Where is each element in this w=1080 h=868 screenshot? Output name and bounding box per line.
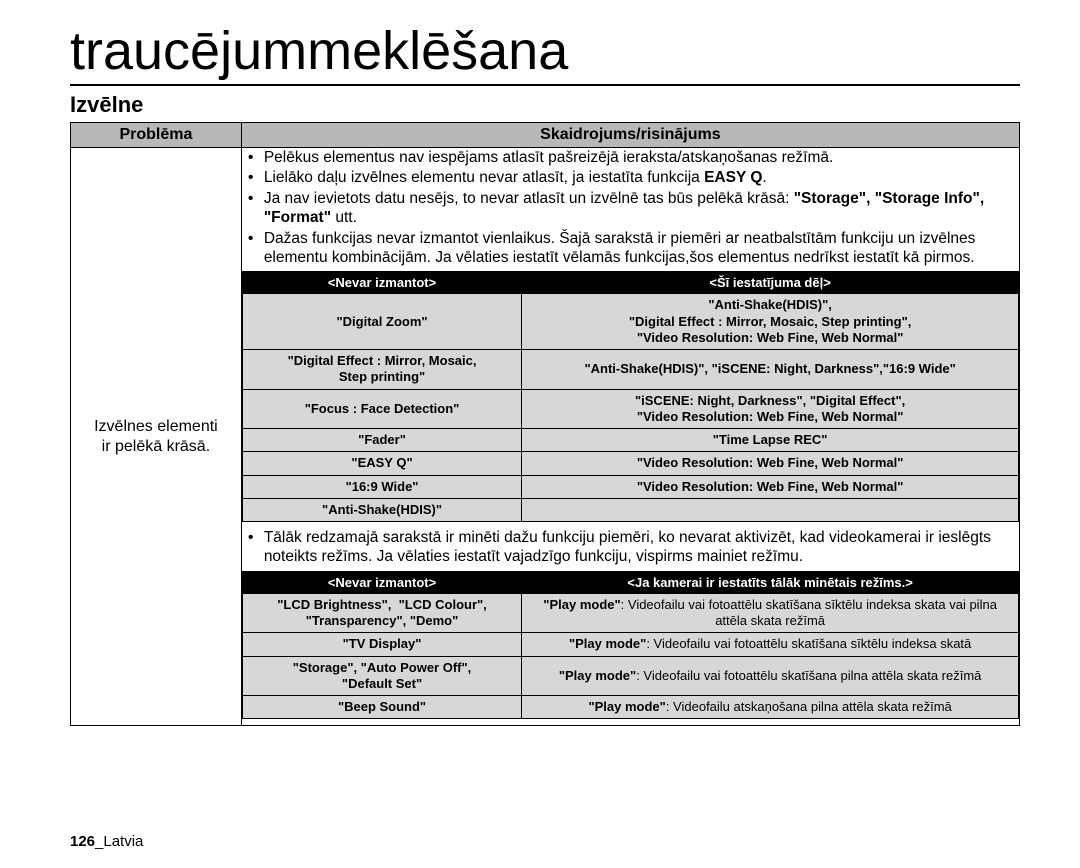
bullet-text: Pelēkus elementus nav iespējams atlasīt … — [264, 149, 833, 166]
cell-left: "16:9 Wide" — [242, 475, 521, 498]
mode-desc: : Videofailu vai fotoattēlu skatīšana sī… — [621, 597, 997, 628]
inner2-h2: <Ja kamerai ir iestatīts tālāk minētais … — [522, 571, 1019, 593]
table-row: "TV Display" "Play mode": Videofailu vai… — [242, 633, 1018, 656]
inner-table-1: <Nevar izmantot> <Šī iestatījuma dēļ> "D… — [242, 271, 1019, 522]
bullet-text: Tālāk redzamajā sarakstā ir minēti dažu … — [264, 529, 991, 565]
problem-cell: Izvēlnes elementi ir pelēkā krāsā. — [71, 148, 242, 726]
inner-header-row: <Nevar izmantot> <Ja kamerai ir iestatīt… — [242, 571, 1018, 593]
mode-desc: : Videofailu vai fotoattēlu skatīšana pi… — [636, 668, 981, 683]
page-footer: 126_Latvia — [70, 833, 143, 850]
mode-desc: : Videofailu atskaņošana pilna attēla sk… — [666, 699, 952, 714]
table-row: "16:9 Wide" "Video Resolution: Web Fine,… — [242, 475, 1018, 498]
table-row: Izvēlnes elementi ir pelēkā krāsā. Pelēk… — [71, 148, 1020, 726]
bullet-text: Dažas funkcijas nevar izmantot vienlaiku… — [264, 230, 976, 266]
cell-right — [522, 498, 1019, 521]
cell-right: "Video Resolution: Web Fine, Web Normal" — [522, 475, 1019, 498]
cell-right: "Play mode": Videofailu vai fotoattēlu s… — [522, 593, 1019, 633]
inner2-h1: <Nevar izmantot> — [242, 571, 521, 593]
bullet-item: Ja nav ievietots datu nesējs, to nevar a… — [242, 189, 1019, 228]
mode-label: "Play mode" — [569, 636, 646, 651]
cell-left: "Digital Effect : Mirror, Mosaic,Step pr… — [242, 350, 521, 390]
table-row: "Digital Zoom" "Anti-Shake(HDIS)","Digit… — [242, 294, 1018, 350]
cell-right: "Play mode": Videofailu vai fotoattēlu s… — [522, 633, 1019, 656]
table-row: "Digital Effect : Mirror, Mosaic,Step pr… — [242, 350, 1018, 390]
bullet-list-mid: Tālāk redzamajā sarakstā ir minēti dažu … — [242, 528, 1019, 567]
explanation-cell: Pelēkus elementus nav iespējams atlasīt … — [241, 148, 1019, 726]
cell-right: "Anti-Shake(HDIS)", "iSCENE: Night, Dark… — [522, 350, 1019, 390]
cell-left: "Digital Zoom" — [242, 294, 521, 350]
cell-left: "Focus : Face Detection" — [242, 389, 521, 429]
table-row: "EASY Q" "Video Resolution: Web Fine, We… — [242, 452, 1018, 475]
bullet-list-top: Pelēkus elementus nav iespējams atlasīt … — [242, 148, 1019, 267]
cell-right: "iSCENE: Night, Darkness", "Digital Effe… — [522, 389, 1019, 429]
section-subtitle: Izvēlne — [70, 92, 1020, 118]
table-header-row: Problēma Skaidrojums/risinājums — [71, 123, 1020, 148]
table-row: "Beep Sound" "Play mode": Videofailu ats… — [242, 696, 1018, 719]
troubleshooting-table: Problēma Skaidrojums/risinājums Izvēlnes… — [70, 122, 1020, 726]
cell-right: "Play mode": Videofailu atskaņošana piln… — [522, 696, 1019, 719]
cell-left: "Beep Sound" — [242, 696, 521, 719]
page-number: 126 — [70, 833, 95, 850]
inner-table-2: <Nevar izmantot> <Ja kamerai ir iestatīt… — [242, 571, 1019, 720]
cell-left: "Storage", "Auto Power Off","Default Set… — [242, 656, 521, 696]
col-header-problem: Problēma — [71, 123, 242, 148]
page: traucējummeklēšana Izvēlne Problēma Skai… — [0, 0, 1080, 868]
problem-line2: ir pelēkā krāsā. — [102, 438, 211, 455]
cell-right: "Anti-Shake(HDIS)","Digital Effect : Mir… — [522, 294, 1019, 350]
cell-left: "Anti-Shake(HDIS)" — [242, 498, 521, 521]
col-header-solution: Skaidrojums/risinājums — [241, 123, 1019, 148]
inner-header-row: <Nevar izmantot> <Šī iestatījuma dēļ> — [242, 272, 1018, 294]
table-row: "Fader" "Time Lapse REC" — [242, 429, 1018, 452]
mode-label: "Play mode" — [559, 668, 636, 683]
cell-left: "EASY Q" — [242, 452, 521, 475]
page-title: traucējummeklēšana — [70, 20, 1020, 86]
cell-right: "Play mode": Videofailu vai fotoattēlu s… — [522, 656, 1019, 696]
cell-right: "Time Lapse REC" — [522, 429, 1019, 452]
cell-right: "Video Resolution: Web Fine, Web Normal" — [522, 452, 1019, 475]
bullet-item: Pelēkus elementus nav iespējams atlasīt … — [242, 148, 1019, 167]
inner1-h2: <Šī iestatījuma dēļ> — [522, 272, 1019, 294]
table-row: "LCD Brightness", "LCD Colour","Transpar… — [242, 593, 1018, 633]
bullet-text: Ja nav ievietots datu nesējs, to nevar a… — [264, 190, 984, 226]
cell-left: "TV Display" — [242, 633, 521, 656]
cell-left: "Fader" — [242, 429, 521, 452]
page-suffix: _Latvia — [95, 833, 143, 850]
inner1-h1: <Nevar izmantot> — [242, 272, 521, 294]
table-row: "Storage", "Auto Power Off","Default Set… — [242, 656, 1018, 696]
cell-left: "LCD Brightness", "LCD Colour","Transpar… — [242, 593, 521, 633]
bullet-item: Lielāko daļu izvēlnes elementu nevar atl… — [242, 168, 1019, 187]
bullet-text: Lielāko daļu izvēlnes elementu nevar atl… — [264, 169, 767, 186]
bullet-item: Dažas funkcijas nevar izmantot vienlaiku… — [242, 229, 1019, 268]
mode-label: "Play mode" — [588, 699, 665, 714]
problem-line1: Izvēlnes elementi — [94, 418, 218, 435]
table-row: "Focus : Face Detection" "iSCENE: Night,… — [242, 389, 1018, 429]
table-row: "Anti-Shake(HDIS)" — [242, 498, 1018, 521]
bullet-item: Tālāk redzamajā sarakstā ir minēti dažu … — [242, 528, 1019, 567]
mode-label: "Play mode" — [543, 597, 620, 612]
mode-desc: : Videofailu vai fotoattēlu skatīšana sī… — [646, 636, 971, 651]
